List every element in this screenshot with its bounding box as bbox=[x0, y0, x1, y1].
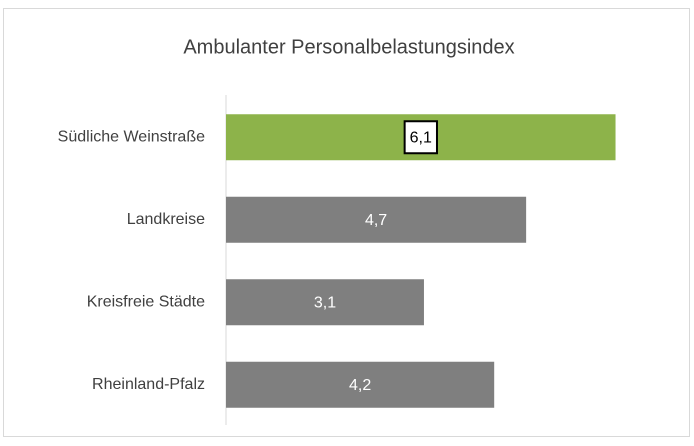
y-tick-label: Landkreise bbox=[127, 211, 205, 228]
value-label-box bbox=[403, 120, 438, 155]
bar bbox=[226, 361, 495, 408]
value-label: 3,1 bbox=[314, 294, 336, 311]
value-label: 6,1 bbox=[410, 129, 432, 146]
value-label: 4,2 bbox=[349, 377, 371, 394]
y-tick-label: Rheinland-Pfalz bbox=[92, 376, 205, 393]
value-label: 4,7 bbox=[365, 212, 387, 229]
bar bbox=[226, 196, 527, 243]
chart-title: Ambulanter Personalbelastungsindex bbox=[183, 36, 514, 58]
y-tick-label: Südliche Weinstraße bbox=[58, 128, 205, 145]
bar bbox=[226, 279, 424, 326]
y-tick-label: Kreisfreie Städte bbox=[87, 293, 205, 310]
